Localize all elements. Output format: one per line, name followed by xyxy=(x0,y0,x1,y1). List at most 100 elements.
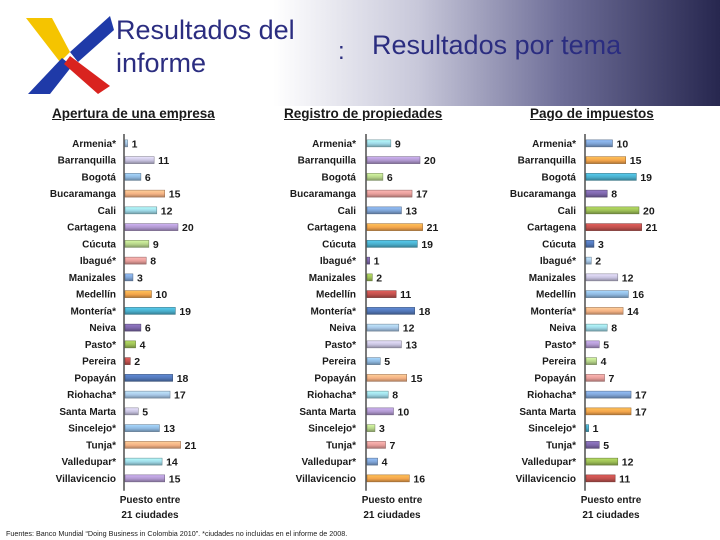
bar-impuestos xyxy=(585,290,629,298)
value-label: 13 xyxy=(405,205,417,217)
category-label: Armenia* xyxy=(72,139,116,150)
category-label: Bucaramanga xyxy=(290,189,357,200)
bar-registro xyxy=(366,139,392,148)
bar-registro xyxy=(366,474,410,483)
bar-apertura xyxy=(124,474,165,483)
bar-registro xyxy=(366,441,386,449)
category-label: Ibagué* xyxy=(540,256,576,267)
category-label: Tunja* xyxy=(86,440,116,451)
bar-apertura xyxy=(124,424,160,432)
category-label: Pasto* xyxy=(325,340,356,351)
value-label: 3 xyxy=(379,423,385,435)
value-label: 19 xyxy=(640,172,652,184)
bar-impuestos xyxy=(585,273,619,282)
category-label: Cúcuta xyxy=(322,239,356,250)
value-label: 15 xyxy=(169,189,181,201)
category-label: Tunja* xyxy=(546,440,576,451)
value-label: 2 xyxy=(595,256,601,268)
bar-impuestos xyxy=(585,474,616,483)
bar-impuestos xyxy=(585,457,619,466)
bar-apertura xyxy=(124,273,134,282)
value-label: 14 xyxy=(627,306,639,318)
bar-impuestos xyxy=(585,390,632,399)
value-label: 19 xyxy=(179,306,191,318)
value-label: 14 xyxy=(166,457,178,469)
axis-caption: 21 ciudades xyxy=(363,510,421,521)
category-label: Ibagué* xyxy=(320,256,356,267)
bar-apertura xyxy=(124,340,136,349)
chart-title-apertura: Apertura de una empresa xyxy=(52,106,215,121)
value-label: 21 xyxy=(646,222,658,234)
bar-apertura xyxy=(124,173,142,181)
category-label: Pereira xyxy=(322,357,356,368)
bar-impuestos xyxy=(585,407,632,416)
bar-apertura xyxy=(124,290,152,298)
bar-impuestos xyxy=(585,340,600,349)
category-label: Santa Marta xyxy=(59,407,116,418)
bar-apertura xyxy=(124,206,158,215)
category-label: Bogotá xyxy=(542,172,577,183)
value-label: 4 xyxy=(140,339,146,351)
category-label: Pereira xyxy=(542,357,576,368)
bar-apertura xyxy=(124,441,181,449)
value-label: 1 xyxy=(593,423,599,435)
title-separator: : xyxy=(338,38,345,65)
header-banner: Resultados del informe : Resultados por … xyxy=(0,0,720,106)
bar-apertura xyxy=(124,457,163,466)
category-label: Neiva xyxy=(329,323,356,334)
logo-icon xyxy=(26,16,114,94)
category-label: Tunja* xyxy=(326,440,356,451)
category-label: Cúcuta xyxy=(82,239,116,250)
value-label: 4 xyxy=(601,356,607,368)
category-label: Cali xyxy=(98,206,117,217)
bar-registro xyxy=(366,240,418,248)
page-subtitle: Resultados por tema xyxy=(372,30,622,60)
category-label: Popayán xyxy=(534,373,576,384)
category-label: Montería* xyxy=(70,306,116,317)
value-label: 8 xyxy=(611,323,617,335)
category-label: Sincelejo* xyxy=(308,424,356,435)
bar-apertura xyxy=(124,189,165,198)
value-label: 12 xyxy=(622,457,634,469)
value-label: 8 xyxy=(150,256,156,268)
bar-registro xyxy=(366,407,394,416)
value-label: 9 xyxy=(153,239,159,251)
value-label: 15 xyxy=(411,373,423,385)
category-label: Valledupar* xyxy=(302,457,357,468)
value-label: 10 xyxy=(398,406,410,418)
value-label: 18 xyxy=(177,373,189,385)
category-label: Manizales xyxy=(529,273,577,284)
category-label: Bogotá xyxy=(322,172,357,183)
value-label: 10 xyxy=(617,138,629,150)
bar-impuestos xyxy=(585,424,589,432)
bar-registro xyxy=(366,374,407,382)
value-label: 6 xyxy=(145,172,151,184)
category-label: Barranquilla xyxy=(298,156,357,167)
bar-registro xyxy=(366,156,421,164)
value-label: 8 xyxy=(611,189,617,201)
value-label: 17 xyxy=(416,189,428,201)
value-label: 16 xyxy=(413,473,425,485)
category-label: Neiva xyxy=(549,323,576,334)
bar-impuestos xyxy=(585,156,626,164)
category-label: Armenia* xyxy=(312,139,356,150)
bar-apertura xyxy=(124,390,171,399)
value-label: 13 xyxy=(405,339,417,351)
value-label: 17 xyxy=(174,390,186,402)
bar-impuestos xyxy=(585,357,597,365)
category-label: Riohacha* xyxy=(67,390,116,401)
value-label: 1 xyxy=(374,256,380,268)
value-label: 3 xyxy=(598,239,604,251)
value-label: 20 xyxy=(643,205,655,217)
bar-impuestos xyxy=(585,139,613,148)
chart-title-registro: Registro de propiedades xyxy=(284,106,443,121)
value-label: 7 xyxy=(390,440,396,452)
axis-caption: Puesto entre xyxy=(120,495,181,506)
category-label: Bogotá xyxy=(82,172,117,183)
bar-apertura xyxy=(124,256,147,265)
category-label: Pasto* xyxy=(85,340,116,351)
value-label: 5 xyxy=(603,339,609,351)
category-label: Popayán xyxy=(74,373,116,384)
category-label: Villavicencio xyxy=(56,474,116,485)
category-label: Santa Marta xyxy=(299,407,356,418)
